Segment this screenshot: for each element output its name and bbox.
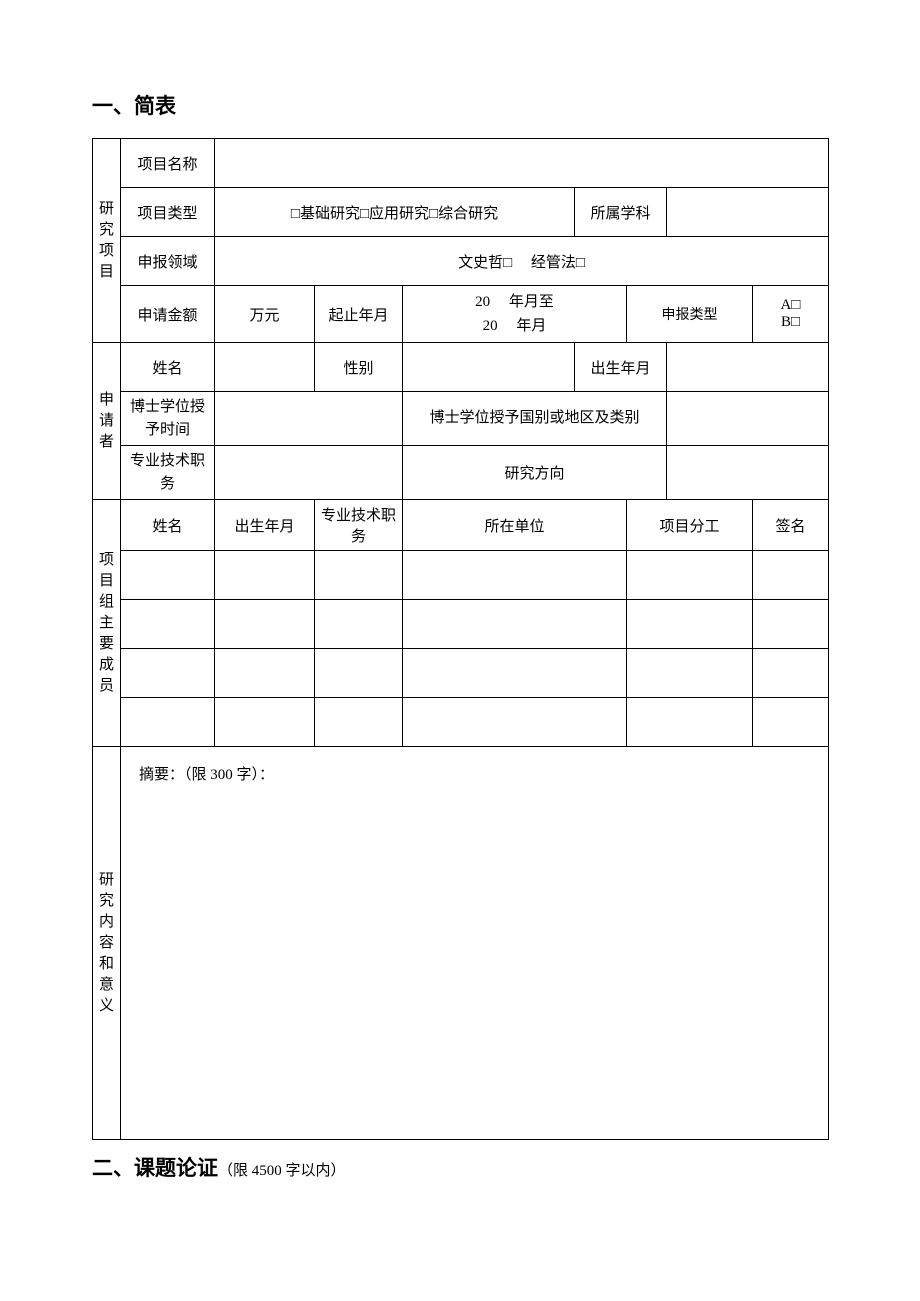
abstract-cell[interactable]: 摘要：（限 300 字）： xyxy=(121,747,829,1140)
field-label: 申报领域 xyxy=(121,237,215,286)
prof-title-value[interactable] xyxy=(215,446,403,500)
col-unit: 所在单位 xyxy=(403,500,627,551)
phd-date-value[interactable] xyxy=(215,392,403,446)
discipline-label: 所属学科 xyxy=(575,188,667,237)
table-row[interactable] xyxy=(93,551,829,600)
gender-value[interactable] xyxy=(403,343,575,392)
table-row[interactable] xyxy=(93,649,829,698)
phd-origin-value[interactable] xyxy=(667,392,829,446)
applicant-group-label: 申请者 xyxy=(93,343,121,500)
birth-label: 出生年月 xyxy=(575,343,667,392)
phd-date-label: 博士学位授予时间 xyxy=(121,392,215,446)
col-sign: 签名 xyxy=(753,500,829,551)
members-group-label: 项目组主要成员 xyxy=(93,500,121,747)
col-name: 姓名 xyxy=(121,500,215,551)
period-value[interactable]: 20 年月至 20 年月 xyxy=(403,286,627,343)
period-label: 起止年月 xyxy=(315,286,403,343)
phd-origin-label: 博士学位授予国别或地区及类别 xyxy=(403,392,667,446)
project-group-label: 研究项目 xyxy=(93,139,121,343)
table-row[interactable] xyxy=(93,698,829,747)
field-options[interactable]: 文史哲□ 经管法□ xyxy=(215,237,829,286)
gender-label: 性别 xyxy=(315,343,403,392)
amount-label: 申请金额 xyxy=(121,286,215,343)
apply-type-options[interactable]: A□B□ xyxy=(753,286,829,343)
project-type-options[interactable]: □基础研究□应用研究□综合研究 xyxy=(215,188,575,237)
amount-unit[interactable]: 万元 xyxy=(215,286,315,343)
abstract-label: 摘要：（限 300 字）： xyxy=(139,767,274,783)
table-row[interactable] xyxy=(93,600,829,649)
discipline-value[interactable] xyxy=(667,188,829,237)
content-group-label: 研究内容和意义 xyxy=(93,747,121,1140)
section-1-title: 一、简表 xyxy=(92,90,828,120)
prof-title-label: 专业技术职务 xyxy=(121,446,215,500)
project-name-value[interactable] xyxy=(215,139,829,188)
applicant-name-value[interactable] xyxy=(215,343,315,392)
apply-type-label: 申报类型 xyxy=(627,286,753,343)
direction-value[interactable] xyxy=(667,446,829,500)
project-type-label: 项目类型 xyxy=(121,188,215,237)
section-2-title: 二、课题论证（限 4500 字以内） xyxy=(92,1152,828,1182)
birth-value[interactable] xyxy=(667,343,829,392)
applicant-name-label: 姓名 xyxy=(121,343,215,392)
project-name-label: 项目名称 xyxy=(121,139,215,188)
col-birth: 出生年月 xyxy=(215,500,315,551)
direction-label: 研究方向 xyxy=(403,446,667,500)
summary-table: 研究项目 项目名称 项目类型 □基础研究□应用研究□综合研究 所属学科 申报领域… xyxy=(92,138,829,1140)
col-title: 专业技术职务 xyxy=(315,500,403,551)
col-role: 项目分工 xyxy=(627,500,753,551)
